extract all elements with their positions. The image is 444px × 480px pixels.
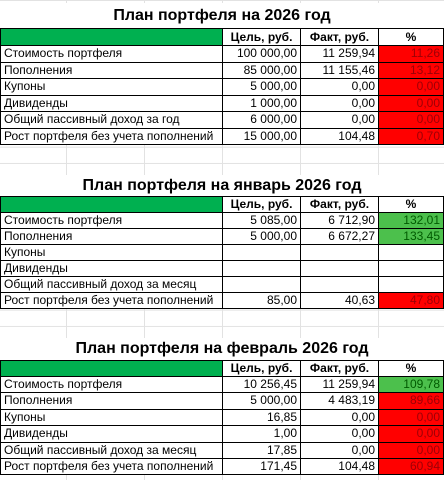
column-header: Цель, руб. xyxy=(222,28,301,46)
column-header: Цель, руб. xyxy=(222,196,301,213)
row-label: Общий пассивный доход за месяц xyxy=(0,276,223,293)
fact-value: 11 259,94 xyxy=(300,45,379,63)
column-header: % xyxy=(378,196,444,213)
row-label: Общий пассивный доход за год xyxy=(0,111,223,129)
fact-value: 0,00 xyxy=(300,78,379,96)
percent-value: 0,00 xyxy=(378,408,444,427)
percent-value xyxy=(378,244,444,261)
row-label: Купоны xyxy=(0,78,223,96)
percent-value: 0,00 xyxy=(378,441,444,459)
row-label: Пополнения xyxy=(0,392,223,410)
goal-value: 6 000,00 xyxy=(222,111,301,129)
goal-value: 85 000,00 xyxy=(222,61,301,79)
table-title: План портфеля на февраль 2026 год xyxy=(0,338,444,360)
row-label: Пополнения xyxy=(0,61,223,79)
percent-value: 0,00 xyxy=(378,111,444,129)
column-header: % xyxy=(378,28,444,46)
percent-value: 133,45 xyxy=(378,228,444,245)
row-label: Рост портфеля без учета пополнений xyxy=(0,127,223,145)
goal-value: 5 000,00 xyxy=(222,392,301,410)
goal-value: 17,85 xyxy=(222,441,301,459)
column-header: Факт, руб. xyxy=(300,360,379,377)
percent-value: 13,12 xyxy=(378,61,444,79)
fact-value: 0,00 xyxy=(300,425,379,443)
header-marker xyxy=(0,360,223,377)
header-marker xyxy=(0,28,223,46)
goal-value: 100 000,00 xyxy=(222,45,301,63)
percent-value: 89,66 xyxy=(378,392,444,410)
goal-value: 5 085,00 xyxy=(222,212,301,229)
goal-value xyxy=(222,244,301,261)
row-label: Дивиденды xyxy=(0,425,223,443)
row-label: Стоимость портфеля xyxy=(0,45,223,63)
goal-value: 85,00 xyxy=(222,292,301,309)
percent-value: 0,00 xyxy=(378,425,444,443)
fact-value xyxy=(300,244,379,261)
fact-value: 11 155,46 xyxy=(300,61,379,79)
percent-value: 0,00 xyxy=(378,78,444,96)
percent-value: 0,70 xyxy=(378,127,444,145)
goal-value xyxy=(222,260,301,277)
percent-value xyxy=(378,276,444,293)
header-marker xyxy=(0,196,223,213)
row-label: Общий пассивный доход за месяц xyxy=(0,441,223,459)
percent-value: 11,26 xyxy=(378,45,444,63)
fact-value: 6 672,27 xyxy=(300,228,379,245)
table-title: План портфеля на 2026 год xyxy=(0,3,444,28)
percent-value: 132,01 xyxy=(378,212,444,229)
fact-value: 104,48 xyxy=(300,458,379,476)
fact-value: 4 483,19 xyxy=(300,392,379,410)
column-header: Цель, руб. xyxy=(222,360,301,377)
column-header: Факт, руб. xyxy=(300,28,379,46)
row-label: Рост портфеля без учета пополнений xyxy=(0,458,223,476)
row-label: Купоны xyxy=(0,408,223,427)
percent-value: 109,78 xyxy=(378,376,444,394)
fact-value: 0,00 xyxy=(300,94,379,112)
fact-value xyxy=(300,260,379,277)
goal-value: 1,00 xyxy=(222,425,301,443)
goal-value: 1 000,00 xyxy=(222,94,301,112)
goal-value: 15 000,00 xyxy=(222,127,301,145)
column-header: Факт, руб. xyxy=(300,196,379,213)
fact-value: 40,63 xyxy=(300,292,379,309)
goal-value: 171,45 xyxy=(222,458,301,476)
fact-value: 0,00 xyxy=(300,111,379,129)
goal-value: 5 000,00 xyxy=(222,78,301,96)
column-header: % xyxy=(378,360,444,377)
fact-value: 6 712,90 xyxy=(300,212,379,229)
goal-value: 10 256,45 xyxy=(222,376,301,394)
table-title: План портфеля на январь 2026 год xyxy=(0,175,444,196)
percent-value: 60,94 xyxy=(378,458,444,476)
percent-value xyxy=(378,260,444,277)
fact-value xyxy=(300,276,379,293)
percent-value: 47,80 xyxy=(378,292,444,309)
row-label: Стоимость портфеля xyxy=(0,212,223,229)
row-label: Стоимость портфеля xyxy=(0,376,223,394)
row-label: Дивиденды xyxy=(0,260,223,277)
percent-value: 0,00 xyxy=(378,94,444,112)
goal-value: 5 000,00 xyxy=(222,228,301,245)
row-label: Купоны xyxy=(0,244,223,261)
fact-value: 0,00 xyxy=(300,441,379,459)
row-label: Рост портфеля без учета пополнений xyxy=(0,292,223,309)
fact-value: 11 259,94 xyxy=(300,376,379,394)
goal-value: 16,85 xyxy=(222,408,301,427)
row-label: Пополнения xyxy=(0,228,223,245)
goal-value xyxy=(222,276,301,293)
fact-value: 104,48 xyxy=(300,127,379,145)
row-label: Дивиденды xyxy=(0,94,223,112)
fact-value: 0,00 xyxy=(300,408,379,427)
